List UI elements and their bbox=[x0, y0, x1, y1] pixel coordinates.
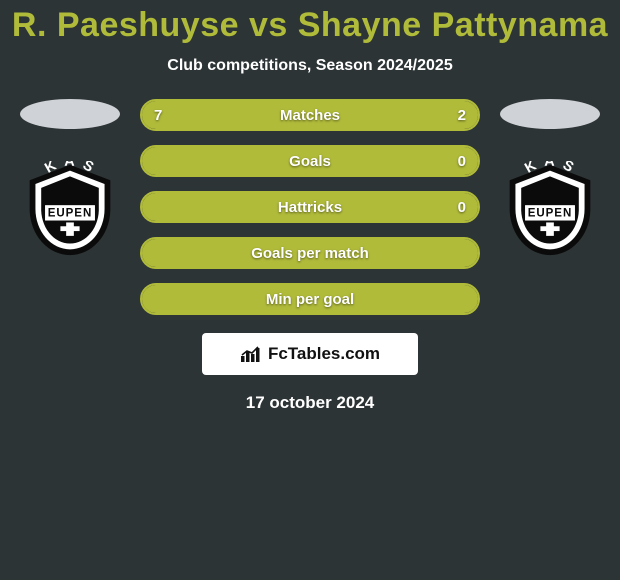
stat-bars: 7 Matches 2 Goals 0 Hattricks 0 bbox=[140, 99, 480, 315]
svg-text:EUPEN: EUPEN bbox=[528, 208, 572, 220]
stat-value-right: 2 bbox=[458, 101, 466, 129]
stat-value-right: 0 bbox=[458, 193, 466, 221]
stat-bar-goals-per-match: Goals per match bbox=[140, 237, 480, 269]
subtitle: Club competitions, Season 2024/2025 bbox=[0, 57, 620, 75]
player-left-column: K A S EUPEN bbox=[20, 99, 120, 257]
stat-label: Goals bbox=[142, 147, 478, 175]
date: 17 october 2024 bbox=[0, 393, 620, 413]
main-row: K A S EUPEN 7 Matches 2 bbox=[0, 99, 620, 315]
stat-label: Hattricks bbox=[142, 193, 478, 221]
club-badge-right: K A S EUPEN bbox=[502, 161, 598, 257]
svg-text:EUPEN: EUPEN bbox=[48, 208, 92, 220]
stat-bar-matches: 7 Matches 2 bbox=[140, 99, 480, 131]
stat-value-right: 0 bbox=[458, 147, 466, 175]
brand-watermark: FcTables.com bbox=[202, 333, 418, 375]
comparison-card: R. Paeshuyse vs Shayne Pattynama Club co… bbox=[0, 0, 620, 413]
bar-chart-icon bbox=[240, 344, 262, 364]
stat-label: Matches bbox=[142, 101, 478, 129]
club-badge-left: K A S EUPEN bbox=[22, 161, 118, 257]
stat-bar-min-per-goal: Min per goal bbox=[140, 283, 480, 315]
stat-label: Min per goal bbox=[142, 285, 478, 313]
stat-bar-hattricks: Hattricks 0 bbox=[140, 191, 480, 223]
stat-label: Goals per match bbox=[142, 239, 478, 267]
avatar-placeholder-left bbox=[20, 99, 120, 129]
brand-text: FcTables.com bbox=[268, 344, 380, 364]
avatar-placeholder-right bbox=[500, 99, 600, 129]
page-title: R. Paeshuyse vs Shayne Pattynama bbox=[0, 6, 620, 45]
player-right-column: K A S EUPEN bbox=[500, 99, 600, 257]
stat-bar-goals: Goals 0 bbox=[140, 145, 480, 177]
